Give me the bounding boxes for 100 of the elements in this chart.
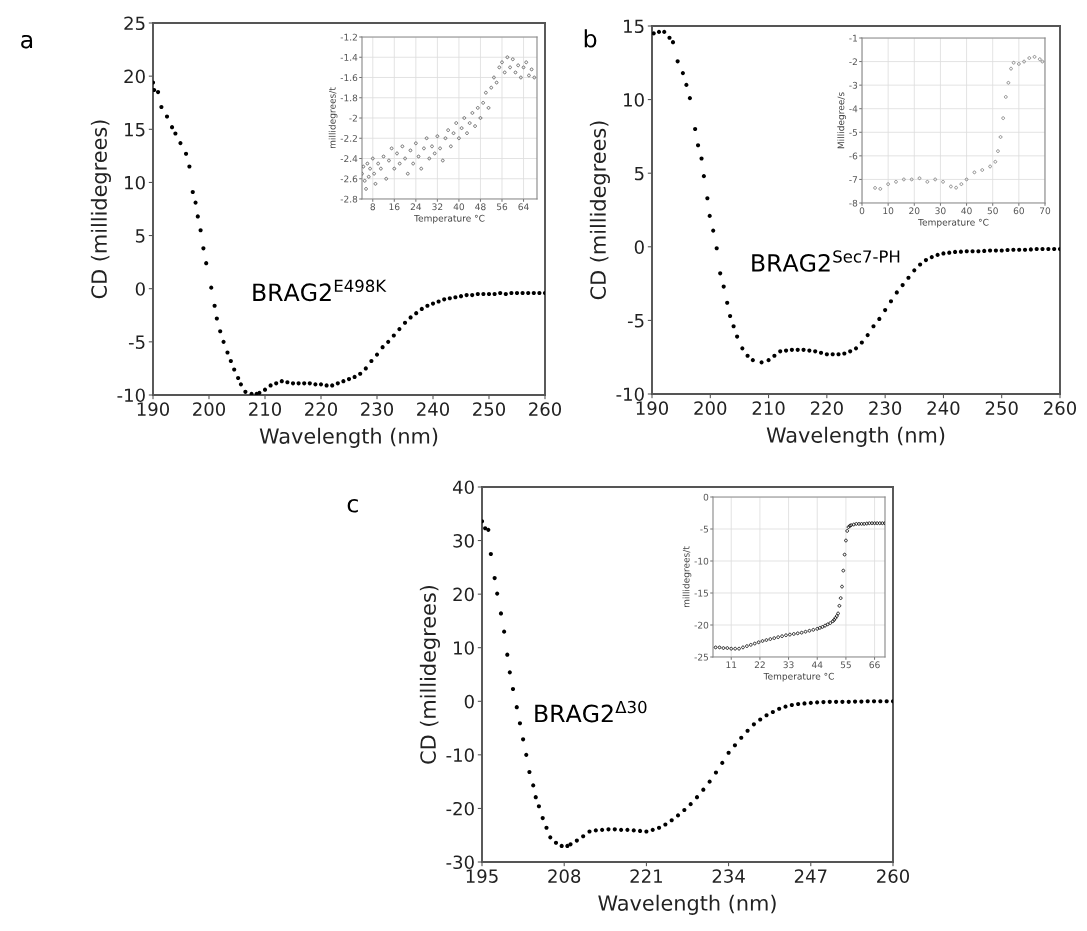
x-tick-label: 260 (877, 869, 910, 883)
y-tick-label: -20 (446, 801, 474, 816)
x-tick-label: 200 (694, 401, 727, 415)
y-tick-label: -6 (849, 152, 858, 160)
x-tick-label: 208 (548, 869, 581, 883)
y-tick-label: 40 (452, 480, 474, 495)
text: b (584, 29, 597, 48)
x-tick-label: 10 (883, 207, 894, 215)
y-tick-label: -20 (694, 621, 709, 629)
y-tick-label: -2.8 (340, 195, 358, 203)
y-tick-label: -10 (616, 387, 644, 402)
x-tick-label: 24 (410, 203, 422, 211)
x-tick-label: 190 (137, 402, 170, 416)
x-tick-label: 210 (752, 401, 785, 415)
y-tick-label: 20 (453, 587, 474, 602)
y-tick-label: -5 (700, 525, 709, 533)
x-tick-label: 66 (869, 661, 880, 669)
x-tick-label: 11 (726, 661, 737, 669)
x-tick-label: 230 (869, 401, 902, 415)
y-tick-label: -8 (849, 199, 858, 207)
y-axis-title: CD (millidegrees) (419, 585, 441, 764)
y-tick-label: -15 (694, 589, 709, 597)
x-tick-label: 195 (466, 869, 498, 883)
y-tick-label: 15 (125, 122, 145, 137)
x-tick-label: 210 (249, 402, 282, 416)
x-tick-label: 60 (1013, 207, 1024, 215)
y-tick-label: -1.4 (340, 54, 358, 61)
x-tick-label: 260 (1044, 401, 1077, 415)
y-axis-title: Millidegree/s (837, 92, 847, 149)
series-label: BRAG2$^{Δ30}$ (535, 700, 647, 723)
x-tick-label: 40 (961, 207, 972, 215)
y-tick-label: -1.8 (340, 94, 358, 102)
x-tick-label: 33 (783, 661, 794, 669)
series-label: BRAG2$^{Sec7-PH}$ (752, 250, 900, 272)
x-tick-label: 200 (193, 402, 226, 416)
x-tick-label: 56 (496, 203, 508, 211)
y-tick-label: 0 (135, 282, 145, 296)
x-tick-label: 55 (840, 661, 851, 669)
y-tick-label: -10 (446, 748, 474, 762)
x-axis-title: Wavelength (nm) (259, 427, 438, 448)
y-tick-label: -4 (849, 105, 858, 113)
x-axis-title: Temperature °C (414, 214, 485, 224)
x-axis-title: Wavelength (nm) (598, 894, 776, 915)
x-tick-label: 48 (475, 203, 486, 211)
y-tick-label: -5 (627, 314, 644, 328)
x-tick-label: 64 (518, 203, 529, 211)
x-tick-label: 0 (859, 207, 865, 215)
x-axis-title: Temperature °C (763, 672, 834, 682)
y-tick-label: 0 (464, 694, 474, 709)
x-axis-title: Wavelength (nm) (766, 426, 945, 447)
text: c (347, 499, 358, 513)
x-tick-label: 70 (1040, 207, 1051, 215)
y-axis-title: millidegrees/t (328, 87, 338, 149)
x-axis-title: Temperature °C (918, 218, 989, 228)
x-tick-label: 44 (811, 661, 823, 669)
y-tick-label: -1.2 (340, 33, 357, 41)
x-tick-label: 32 (432, 203, 443, 211)
x-tick-label: 234 (712, 869, 745, 883)
x-tick-label: 30 (935, 207, 946, 215)
y-tick-label: -25 (694, 653, 709, 661)
x-tick-label: 16 (389, 203, 400, 211)
y-tick-label: 0 (703, 493, 709, 501)
y-tick-label: -2 (349, 114, 357, 122)
x-tick-label: 220 (810, 401, 843, 415)
y-tick-label: 10 (454, 641, 474, 655)
y-tick-label: 25 (124, 16, 145, 31)
x-tick-label: 220 (305, 402, 338, 416)
y-tick-label: 10 (624, 93, 644, 107)
y-tick-label: -30 (446, 855, 474, 870)
y-axis-title: CD (millidegrees) (589, 121, 611, 300)
y-tick-label: -1.6 (340, 74, 358, 82)
x-tick-label: 260 (529, 402, 562, 416)
x-tick-label: 240 (417, 402, 450, 416)
y-tick-label: 15 (624, 19, 644, 34)
y-tick-label: -3 (849, 81, 858, 89)
x-tick-label: 20 (909, 207, 920, 215)
y-tick-label: -2.6 (340, 175, 358, 183)
y-tick-label: 10 (125, 175, 145, 190)
series-label: BRAG2$^{E498K}$ (253, 279, 387, 302)
y-tick-label: -10 (694, 557, 709, 565)
y-tick-label: -5 (128, 335, 145, 349)
x-tick-label: 247 (794, 869, 827, 883)
y-tick-label: -10 (117, 388, 145, 403)
y-tick-label: 5 (634, 166, 644, 181)
y-tick-label: -2.2 (340, 134, 357, 142)
x-tick-label: 230 (361, 402, 394, 416)
y-tick-label: -2 (849, 58, 857, 65)
y-tick-label: 5 (135, 229, 145, 243)
x-tick-label: 50 (987, 207, 998, 215)
text: a (21, 34, 33, 49)
x-tick-label: 8 (370, 203, 376, 211)
x-tick-label: 250 (473, 402, 506, 416)
y-axis-title: millidegrees/t (682, 546, 692, 608)
x-tick-label: 221 (630, 869, 662, 883)
y-tick-label: -5 (849, 129, 858, 136)
y-tick-label: -1 (849, 34, 857, 42)
y-tick-label: 20 (124, 69, 145, 84)
y-tick-label: -7 (849, 176, 858, 183)
y-axis-title: CD (millidegrees) (90, 120, 112, 299)
x-tick-label: 22 (754, 661, 765, 669)
